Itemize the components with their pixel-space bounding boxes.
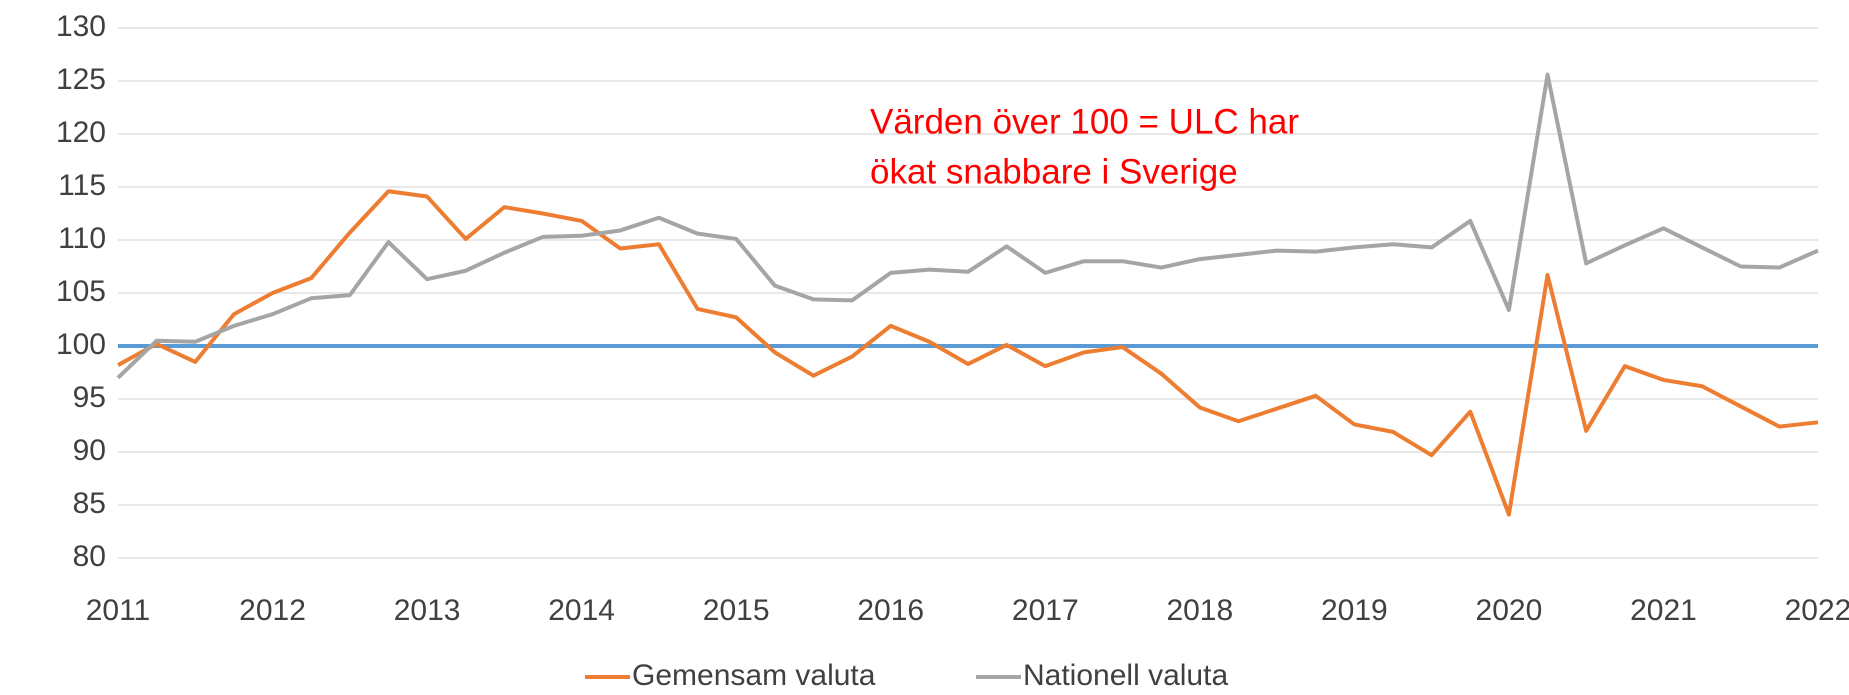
x-tick-label: 2013 [394,594,461,627]
x-tick-label: 2021 [1630,594,1697,627]
x-tick-label: 2019 [1321,594,1388,627]
x-tick-label: 2020 [1476,594,1543,627]
x-tick-label: 2017 [1012,594,1079,627]
legend-label: Gemensam valuta [632,659,876,690]
x-tick-label: 2011 [86,594,151,627]
x-tick-label: 2012 [239,594,306,627]
y-tick-label: 80 [73,540,106,573]
y-tick-label: 115 [58,169,106,202]
y-tick-label: 100 [56,328,106,361]
x-tick-label: 2022 [1785,594,1849,627]
y-tick-label: 125 [56,63,106,96]
x-tick-label: 2018 [1166,594,1233,627]
y-tick-label: 130 [56,10,106,43]
y-tick-label: 105 [56,275,106,308]
legend-label: Nationell valuta [1023,659,1228,690]
annotation: Värden över 100 = ULC har [870,102,1299,141]
series-line [116,72,1819,380]
annotation: ökat snabbare i Sverige [870,152,1238,191]
y-tick-label: 95 [73,381,106,414]
x-tick-label: 2014 [548,594,615,627]
y-tick-label: 90 [73,434,106,467]
y-tick-label: 120 [56,116,106,149]
x-tick-label: 2016 [857,594,924,627]
series-line [117,189,1819,517]
x-tick-label: 2015 [703,594,770,627]
y-tick-label: 85 [73,487,106,520]
y-tick-label: 110 [58,222,106,255]
